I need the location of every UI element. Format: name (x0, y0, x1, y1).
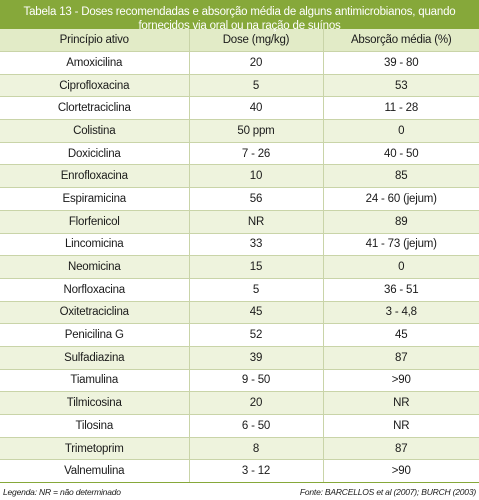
cell-absorption: 11 - 28 (322, 96, 479, 121)
cell-absorption: 87 (322, 346, 479, 370)
table-row: Penicilina G 52 45 (0, 323, 479, 347)
cell-absorption: 41 - 73 (jejum) (322, 233, 479, 257)
table-row: Ciprofloxacina 5 53 (0, 74, 479, 98)
cell-dose: 56 (188, 187, 323, 211)
cell-dose: 5 (188, 278, 323, 302)
cell-dose: 45 (188, 301, 323, 325)
cell-principle: Trimetoprim (0, 437, 189, 461)
cell-principle: Tiamulina (0, 369, 189, 393)
cell-dose: 5 (188, 74, 323, 98)
cell-dose: 3 - 12 (188, 459, 323, 484)
cell-absorption: 36 - 51 (322, 278, 479, 302)
cell-principle: Penicilina G (0, 323, 189, 347)
cell-principle: Tilmicosina (0, 391, 189, 415)
table-row: Oxitetraciclina 45 3 - 4,8 (0, 301, 479, 325)
table-row: Colistina 50 ppm 0 (0, 119, 479, 143)
column-header-principle: Princípio ativo (0, 29, 189, 52)
cell-principle: Ciprofloxacina (0, 74, 189, 98)
cell-absorption: >90 (322, 369, 479, 393)
cell-dose: 50 ppm (188, 119, 323, 143)
table-row: Florfenicol NR 89 (0, 210, 479, 234)
cell-dose: 7 - 26 (188, 142, 323, 166)
table-row: Doxiciclina 7 - 26 40 - 50 (0, 142, 479, 166)
table-row: Neomicina 15 0 (0, 255, 479, 279)
table-row: Tilosina 6 - 50 NR (0, 414, 479, 438)
cell-principle: Amoxicilina (0, 51, 189, 75)
cell-principle: Doxiciclina (0, 142, 189, 166)
cell-absorption: NR (322, 414, 479, 438)
cell-absorption: 85 (322, 164, 479, 189)
cell-absorption: 53 (322, 74, 479, 98)
cell-principle: Norfloxacina (0, 278, 189, 302)
cell-principle: Clortetraciclina (0, 96, 189, 121)
cell-dose: 9 - 50 (188, 369, 323, 393)
cell-dose: 39 (188, 346, 323, 370)
table-row: Trimetoprim 8 87 (0, 437, 479, 461)
cell-principle: Tilosina (0, 414, 189, 438)
cell-absorption: 40 - 50 (322, 142, 479, 166)
cell-dose: 10 (188, 164, 323, 189)
table-row: Valnemulina 3 - 12 >90 (0, 459, 479, 484)
cell-principle: Lincomicina (0, 233, 189, 257)
table-title-line-2: fornecidos via oral ou na ração de suíno… (138, 20, 341, 32)
cell-dose: 15 (188, 255, 323, 279)
cell-absorption: 0 (322, 255, 479, 279)
cell-principle: Sulfadiazina (0, 346, 189, 370)
table-row: Tiamulina 9 - 50 >90 (0, 369, 479, 393)
table-body: Amoxicilina 20 39 - 80 Ciprofloxacina 5 53 Clo… (0, 51, 479, 484)
column-header-row: Princípio ativo Dose (mg/kg) Absorção mé… (0, 29, 479, 52)
table-caption: Tabela 13 - Doses recomendadas e absorçã… (0, 0, 479, 32)
cell-absorption: 0 (322, 119, 479, 143)
cell-dose: 33 (188, 233, 323, 257)
table-row: Sulfadiazina 39 87 (0, 346, 479, 370)
cell-dose: 52 (188, 323, 323, 347)
table-row: Tilmicosina 20 NR (0, 391, 479, 415)
cell-principle: Florfenicol (0, 210, 189, 234)
cell-absorption: 45 (322, 323, 479, 347)
cell-dose: 6 - 50 (188, 414, 323, 438)
cell-principle: Oxitetraciclina (0, 301, 189, 325)
cell-principle: Espiramicina (0, 187, 189, 211)
cell-dose: 8 (188, 437, 323, 461)
cell-dose: NR (188, 210, 323, 234)
table-footer: Legenda: NR = não determinado Fonte: BAR… (0, 483, 479, 497)
cell-principle: Valnemulina (0, 459, 189, 484)
cell-absorption: 87 (322, 437, 479, 461)
cell-absorption: 39 - 80 (322, 51, 479, 75)
source-note: Fonte: BARCELLOS et al (2007); BURCH (20… (299, 487, 476, 498)
cell-dose: 20 (188, 51, 323, 75)
table-row: Espiramicina 56 24 - 60 (jejum) (0, 187, 479, 211)
cell-principle: Enrofloxacina (0, 164, 189, 189)
table-title-line-1: Tabela 13 - Doses recomendadas e absorçã… (23, 6, 456, 18)
cell-dose: 20 (188, 391, 323, 415)
cell-absorption: 3 - 4,8 (322, 301, 479, 325)
table-row: Lincomicina 33 41 - 73 (jejum) (0, 233, 479, 257)
cell-absorption: 24 - 60 (jejum) (322, 187, 479, 211)
table-row: Enrofloxacina 10 85 (0, 164, 479, 189)
cell-dose: 40 (188, 96, 323, 121)
table-row: Norfloxacina 5 36 - 51 (0, 278, 479, 302)
column-header-absorption: Absorção média (%) (322, 29, 479, 52)
antimicrobial-table: Princípio ativo Dose (mg/kg) Absorção mé… (0, 29, 479, 484)
column-header-dose: Dose (mg/kg) (188, 29, 323, 52)
cell-principle: Neomicina (0, 255, 189, 279)
cell-absorption: NR (322, 391, 479, 415)
cell-absorption: 89 (322, 210, 479, 234)
legend-note: Legenda: NR = não determinado (3, 487, 121, 498)
cell-principle: Colistina (0, 119, 189, 143)
table-row: Clortetraciclina 40 11 - 28 (0, 96, 479, 121)
table-row: Amoxicilina 20 39 - 80 (0, 51, 479, 75)
cell-absorption: >90 (322, 459, 479, 484)
